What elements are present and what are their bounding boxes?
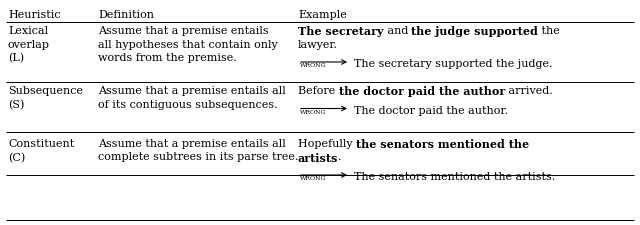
Text: Assume that a premise entails: Assume that a premise entails — [98, 26, 269, 36]
Text: all hypotheses that contain only: all hypotheses that contain only — [98, 40, 278, 50]
Text: Hopefully: Hopefully — [298, 139, 356, 149]
Text: Example: Example — [298, 10, 347, 20]
Text: the judge supported: the judge supported — [412, 26, 538, 37]
Text: WRONG: WRONG — [300, 63, 326, 68]
Text: arrived.: arrived. — [505, 86, 553, 96]
Text: (L): (L) — [8, 53, 24, 63]
Text: the: the — [538, 26, 560, 36]
Text: Definition: Definition — [98, 10, 154, 20]
Text: Assume that a premise entails all: Assume that a premise entails all — [98, 139, 285, 149]
Text: complete subtrees in its parse tree.: complete subtrees in its parse tree. — [98, 153, 298, 162]
Text: (C): (C) — [8, 153, 25, 163]
Text: The secretary: The secretary — [298, 26, 383, 37]
Text: Assume that a premise entails all: Assume that a premise entails all — [98, 86, 285, 96]
Text: WRONG: WRONG — [300, 176, 326, 181]
Text: The doctor paid the author.: The doctor paid the author. — [354, 106, 508, 115]
Text: words from the premise.: words from the premise. — [98, 53, 237, 63]
Text: lawyer.: lawyer. — [298, 40, 338, 50]
Text: WRONG: WRONG — [300, 110, 326, 115]
Text: Before: Before — [298, 86, 339, 96]
Text: Constituent: Constituent — [8, 139, 74, 149]
Text: The secretary supported the judge.: The secretary supported the judge. — [354, 59, 552, 69]
Text: the doctor paid the author: the doctor paid the author — [339, 86, 505, 97]
Text: overlap: overlap — [8, 40, 50, 50]
Text: .: . — [339, 153, 342, 162]
Text: artists: artists — [298, 153, 339, 164]
Text: and: and — [383, 26, 412, 36]
Text: Subsequence: Subsequence — [8, 86, 83, 96]
Text: Lexical: Lexical — [8, 26, 48, 36]
Text: (S): (S) — [8, 99, 24, 110]
Text: The senators mentioned the artists.: The senators mentioned the artists. — [354, 172, 556, 182]
Text: of its contiguous subsequences.: of its contiguous subsequences. — [98, 99, 278, 110]
Text: Heuristic: Heuristic — [8, 10, 61, 20]
Text: the senators mentioned the: the senators mentioned the — [356, 139, 529, 150]
